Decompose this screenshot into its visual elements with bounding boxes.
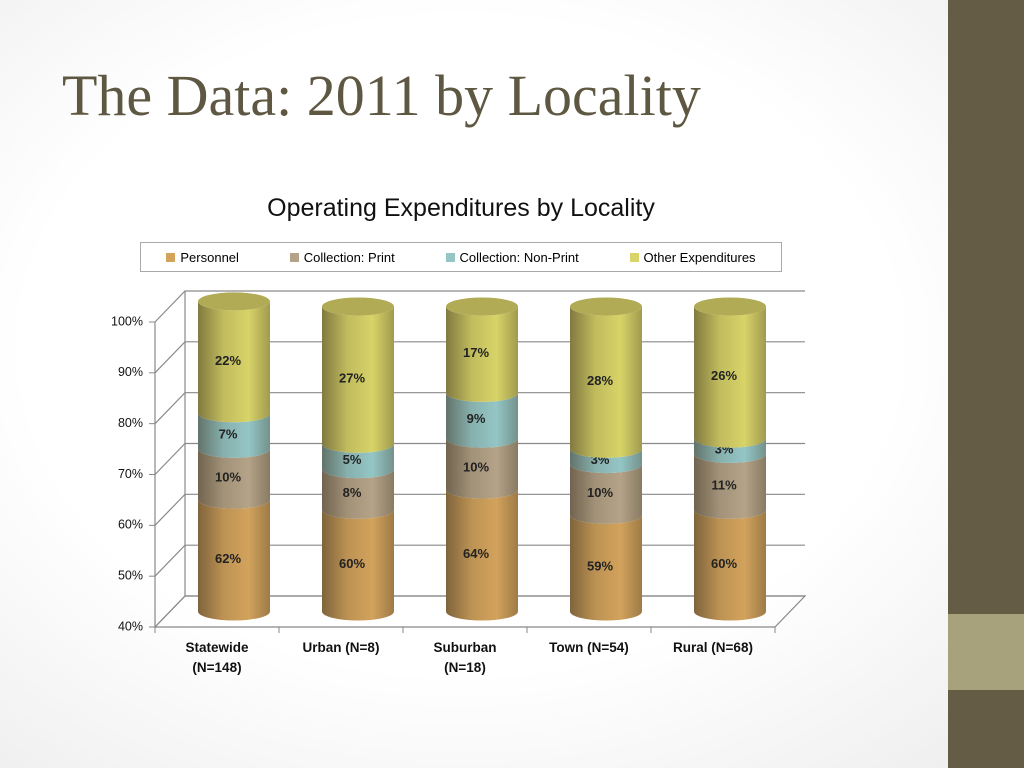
legend-label: Personnel	[180, 249, 239, 265]
cylinder-segment	[198, 448, 270, 509]
data-label: 28%	[587, 373, 613, 388]
cylinder-segment	[322, 469, 394, 519]
cylinder-segment	[322, 306, 394, 453]
data-label: 64%	[463, 546, 489, 561]
x-tick-label: Urban (N=8)	[302, 640, 380, 655]
legend-label: Collection: Non-Print	[459, 249, 579, 265]
cylinder-top	[322, 297, 394, 316]
cylinder-segment	[694, 509, 766, 621]
data-label: 26%	[711, 368, 737, 383]
data-label: 60%	[711, 556, 737, 571]
cylinder-segment	[694, 306, 766, 448]
cylinder-segment	[446, 392, 518, 448]
data-label: 9%	[467, 411, 486, 426]
cylinder-segment	[694, 438, 766, 463]
data-label: 22%	[215, 353, 241, 368]
y-tick-label: 70%	[118, 467, 143, 481]
cylinder-top	[198, 292, 270, 311]
legend-item: Personnel	[166, 250, 239, 265]
cylinder-segment	[446, 306, 518, 402]
data-label: 59%	[587, 559, 613, 574]
data-label: 11%	[711, 477, 737, 492]
x-tick-label: Statewide (N=148)	[185, 640, 249, 675]
sidebar-accent	[948, 614, 1024, 690]
cylinder-segment	[322, 443, 394, 479]
cylinder-top	[570, 297, 642, 316]
cylinder-top	[694, 297, 766, 316]
data-label: 7%	[219, 426, 238, 441]
data-label: 60%	[339, 556, 365, 571]
cylinder-segment	[570, 448, 642, 474]
y-tick-label: 60%	[118, 518, 143, 532]
legend-item: Collection: Non-Print	[445, 249, 579, 265]
legend-swatch	[166, 252, 176, 262]
slide-title: The Data: 2011 by Locality	[62, 63, 701, 128]
data-label: 27%	[339, 371, 365, 386]
legend-item: Other Expenditures	[629, 249, 756, 265]
cylinder-segment	[570, 306, 642, 458]
legend-label: Other Expenditures	[643, 249, 756, 265]
y-tick-label: 90%	[118, 365, 143, 379]
data-label: 17%	[463, 345, 489, 360]
data-label: 10%	[215, 470, 241, 485]
legend-swatch	[445, 252, 455, 262]
chart-title: Operating Expenditures by Locality	[267, 194, 655, 222]
y-tick-label: 80%	[118, 416, 143, 430]
legend-swatch	[289, 252, 299, 262]
x-tick-label: Rural (N=68)	[673, 640, 753, 655]
data-label: 8%	[343, 485, 362, 500]
cylinder-segment	[570, 514, 642, 621]
grid-line	[154, 290, 805, 323]
chart: 40% 50% 60% 70% 80% 90% 100% 62% 10% 7% 22% 60% 8% 5%…	[111, 290, 807, 633]
y-tick-label: 50%	[118, 568, 143, 582]
cylinder-segment	[322, 509, 394, 621]
cylinder-segment	[198, 413, 270, 458]
y-tick-label: 40%	[118, 619, 143, 633]
cylinder-segment	[694, 453, 766, 519]
data-label: 10%	[463, 460, 489, 475]
data-label: 10%	[587, 485, 613, 500]
legend-swatch	[629, 252, 639, 262]
y-tick-label: 100%	[111, 314, 143, 328]
legend-label: Collection: Print	[303, 249, 395, 265]
cylinder-segment	[570, 464, 642, 524]
legend: Personnel Collection: Print Collection: No…	[140, 242, 782, 272]
legend-item: Collection: Print	[289, 249, 395, 265]
cylinder-segment	[446, 489, 518, 621]
cylinder-segment	[198, 301, 270, 423]
cylinder-segment	[198, 499, 270, 621]
data-label: 5%	[343, 452, 362, 467]
cylinder-segment	[446, 438, 518, 499]
x-tick-label: Suburban (N=18)	[433, 640, 497, 675]
x-tick-label: Town (N=54)	[549, 640, 629, 655]
cylinder-top	[446, 297, 518, 316]
data-label: 62%	[215, 551, 241, 566]
